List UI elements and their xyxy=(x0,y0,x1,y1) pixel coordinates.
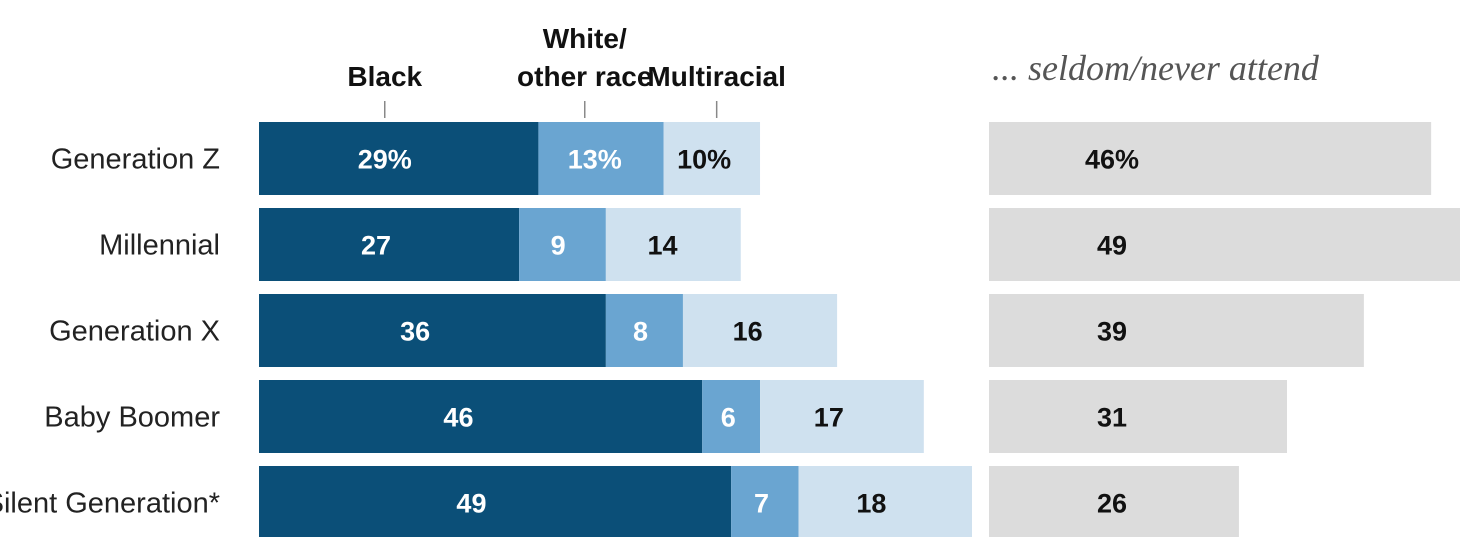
legend-label-1-0: White/ xyxy=(543,23,627,54)
bar-2-4 xyxy=(798,466,972,537)
bar-1-0 xyxy=(538,122,664,195)
legend-label-0-0: Black xyxy=(347,61,422,92)
bar-label-2-0: 10% xyxy=(677,145,731,175)
bar-1-1 xyxy=(519,208,606,281)
bar-label-2-3: 17 xyxy=(814,403,844,433)
side-bar-label-1: 49 xyxy=(1097,231,1127,261)
legend-label-1-1: other race xyxy=(517,61,652,92)
bar-label-0-3: 46 xyxy=(443,403,473,433)
bar-2-1 xyxy=(605,208,741,281)
bar-0-1 xyxy=(259,208,520,281)
side-bar-label-4: 26 xyxy=(1097,489,1127,519)
legend-label-2-0: Multiracial xyxy=(647,61,785,92)
bar-1-4 xyxy=(731,466,799,537)
bar-2-3 xyxy=(760,380,924,453)
bar-label-2-2: 16 xyxy=(733,317,763,347)
category-label-2: Generation X xyxy=(49,316,220,348)
side-bar-label-3: 31 xyxy=(1097,403,1127,433)
side-bar-0 xyxy=(989,122,1432,195)
category-label-1: Millennial xyxy=(99,230,220,262)
side-bar-3 xyxy=(989,380,1287,453)
bar-label-1-1: 9 xyxy=(551,231,566,261)
bar-label-1-2: 8 xyxy=(633,317,648,347)
bar-0-3 xyxy=(259,380,703,453)
category-label-0: Generation Z xyxy=(51,144,220,176)
right-panel-title: ... seldom/never attend xyxy=(992,48,1320,88)
category-label-4: Silent Generation* xyxy=(0,488,220,520)
side-bar-label-2: 39 xyxy=(1097,317,1127,347)
bar-label-1-3: 6 xyxy=(721,403,736,433)
bar-label-0-1: 27 xyxy=(361,231,391,261)
bar-label-0-2: 36 xyxy=(400,317,430,347)
side-bar-label-0: 46% xyxy=(1085,145,1139,175)
bar-label-1-0: 13% xyxy=(568,145,622,175)
bar-label-2-4: 18 xyxy=(856,489,886,519)
bar-0-2 xyxy=(259,294,606,367)
side-bar-2 xyxy=(989,294,1364,367)
category-label-3: Baby Boomer xyxy=(44,402,220,434)
side-bar-1 xyxy=(989,208,1460,281)
bar-2-0 xyxy=(663,122,761,195)
bar-label-2-1: 14 xyxy=(647,231,677,261)
side-bar-4 xyxy=(989,466,1239,537)
bar-0-0 xyxy=(259,122,539,195)
bar-0-4 xyxy=(259,466,732,537)
bar-label-0-0: 29% xyxy=(358,145,412,175)
bar-2-2 xyxy=(682,294,838,367)
bar-1-3 xyxy=(702,380,761,453)
bar-label-1-4: 7 xyxy=(754,489,769,519)
bar-1-2 xyxy=(605,294,683,367)
bar-label-0-4: 49 xyxy=(456,489,486,519)
